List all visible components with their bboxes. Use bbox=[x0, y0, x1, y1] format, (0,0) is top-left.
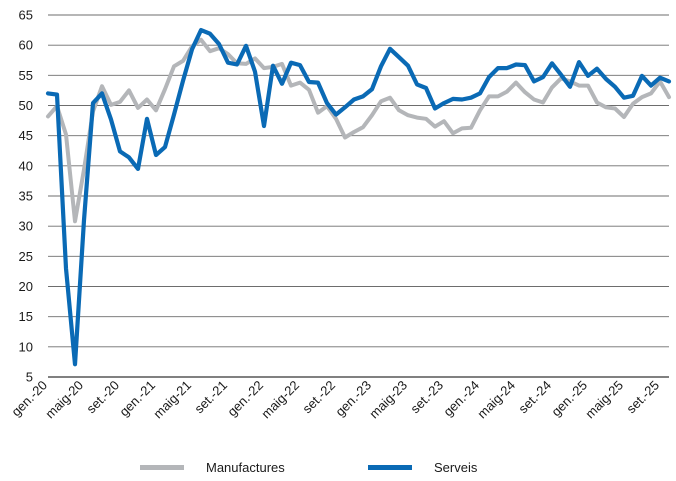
x-tick-label: maig-24 bbox=[474, 378, 518, 422]
x-tick-label: set.-25 bbox=[623, 378, 662, 417]
x-tick-label: maig-22 bbox=[258, 378, 302, 422]
y-tick-label: 10 bbox=[19, 339, 33, 354]
gridlines bbox=[48, 14, 669, 348]
legend-item-manufactures: Manufactures bbox=[140, 458, 285, 476]
y-axis-tick-labels: 5 10 15 20 25 30 35 40 45 50 55 60 65 bbox=[19, 8, 33, 385]
series-lines bbox=[45, 28, 672, 367]
x-tick-label: set.-20 bbox=[83, 378, 122, 417]
legend: Manufactures Serveis bbox=[0, 458, 676, 476]
y-tick-label: 50 bbox=[19, 98, 33, 113]
legend-label-manufactures: Manufactures bbox=[206, 459, 285, 475]
y-tick-label: 45 bbox=[19, 128, 33, 143]
y-tick-label: 5 bbox=[26, 370, 33, 385]
x-tick-label: set.-23 bbox=[407, 378, 446, 417]
x-tick-label: maig-23 bbox=[366, 378, 410, 422]
x-tick-label: maig-25 bbox=[582, 378, 626, 422]
legend-item-serveis: Serveis bbox=[368, 458, 477, 476]
legend-label-serveis: Serveis bbox=[434, 459, 478, 475]
x-tick-label: set.-22 bbox=[299, 378, 338, 417]
legend-swatch-manufactures bbox=[140, 464, 184, 470]
y-tick-label: 40 bbox=[19, 158, 33, 173]
series-line-serveis bbox=[45, 28, 672, 367]
y-tick-label: 55 bbox=[19, 68, 33, 83]
y-tick-label: 35 bbox=[19, 189, 33, 204]
y-tick-label: 65 bbox=[19, 8, 33, 23]
y-tick-label: 15 bbox=[19, 309, 33, 324]
x-axis-tick-labels: gen.-20maig-20set.-20gen.-21maig-21set.-… bbox=[8, 378, 662, 422]
x-tick-label: set.-21 bbox=[191, 378, 230, 417]
y-tick-label: 25 bbox=[19, 249, 33, 264]
legend-swatch-serveis bbox=[368, 464, 412, 470]
y-tick-label: 30 bbox=[19, 219, 33, 234]
x-tick-label: maig-20 bbox=[42, 378, 86, 422]
x-tick-label: maig-21 bbox=[150, 378, 194, 422]
x-tick-label: set.-24 bbox=[515, 378, 554, 417]
y-tick-label: 20 bbox=[19, 279, 33, 294]
y-tick-label: 60 bbox=[19, 38, 33, 53]
